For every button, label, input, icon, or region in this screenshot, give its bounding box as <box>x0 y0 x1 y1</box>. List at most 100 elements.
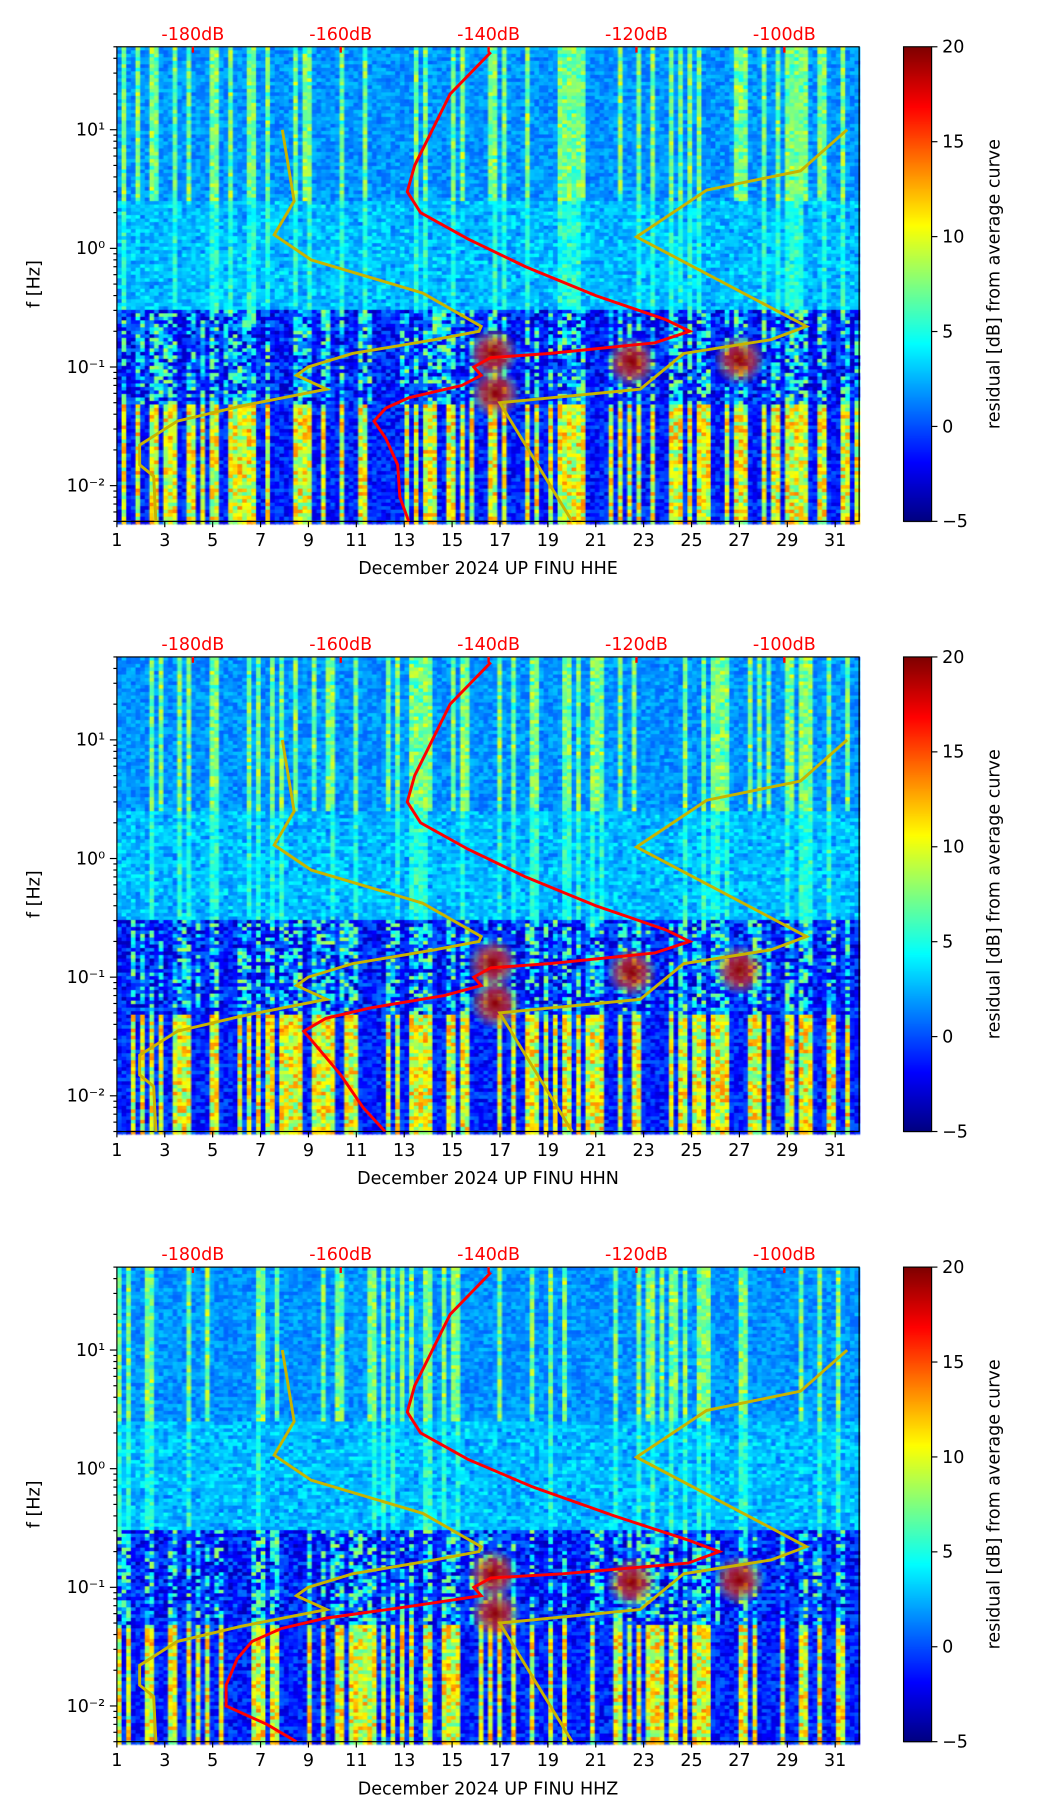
top-tick-label: -100dB <box>753 25 816 45</box>
x-tick-label: 25 <box>680 531 702 551</box>
colorbar-frame <box>902 656 933 1133</box>
x-tick-label: 19 <box>537 1751 559 1771</box>
colorbar-tick-label: 10 <box>942 838 964 858</box>
x-tick-label: 1 <box>111 1141 122 1161</box>
colorbar-tick-label: 5 <box>942 322 953 342</box>
yellow-model-curve <box>138 739 484 1132</box>
x-tick-label: 21 <box>585 1751 607 1771</box>
y-tick-label: 10¹ <box>76 731 105 751</box>
y-tick-label: 10⁻² <box>67 1087 106 1107</box>
x-tick-label: 3 <box>159 1141 170 1161</box>
x-tick-label: 7 <box>255 1751 266 1771</box>
plot-frame <box>116 1266 860 1743</box>
y-tick-label: 10⁰ <box>76 239 105 259</box>
yellow-model-curve <box>497 738 849 1132</box>
y-tick-label: 10¹ <box>76 121 105 141</box>
x-tick-label: 3 <box>159 531 170 551</box>
top-tick-label: -180dB <box>161 635 224 655</box>
top-tick-label: -160dB <box>309 25 372 45</box>
colorbar-tick-label: 5 <box>942 1543 953 1563</box>
red-psd-curve <box>224 1271 724 1742</box>
x-axis-label: December 2024 UP FINU HHZ <box>358 1779 619 1799</box>
colorbar-tick-label: 20 <box>942 1258 964 1278</box>
x-tick-label: 11 <box>345 1141 367 1161</box>
y-tick-label: 10⁻¹ <box>67 358 106 378</box>
x-tick-label: 21 <box>585 531 607 551</box>
colorbar-tick-label: 15 <box>942 743 964 763</box>
x-tick-label: 1 <box>111 531 122 551</box>
panel-1: 1 3 5 7 9 11 13 15 17 19 21 23 25 27 29 3110⁻²10⁻¹10⁰10… <box>25 25 1005 579</box>
x-tick-label: 31 <box>824 531 846 551</box>
top-tick-label: -120dB <box>605 1245 668 1265</box>
x-tick-label: 17 <box>489 1751 511 1771</box>
x-tick-label: 27 <box>728 1141 750 1161</box>
colorbar-tick-label: 15 <box>942 1353 964 1373</box>
top-tick-label: -120dB <box>605 635 668 655</box>
panel-2: 1 3 5 7 9 11 13 15 17 19 21 23 25 27 29 3110⁻²10⁻¹10⁰10… <box>25 635 1005 1189</box>
x-tick-label: 17 <box>489 531 511 551</box>
x-tick-label: 15 <box>441 531 463 551</box>
x-tick-label: 15 <box>441 1751 463 1771</box>
colorbar-tick-label: 10 <box>942 227 964 247</box>
x-tick-label: 1 <box>111 1751 122 1771</box>
x-tick-label: 25 <box>680 1141 702 1161</box>
x-tick-label: 27 <box>728 1751 750 1771</box>
yellow-model-curve <box>497 128 849 522</box>
x-tick-label: 13 <box>393 531 415 551</box>
top-tick-label: -180dB <box>161 1245 224 1265</box>
x-tick-label: 25 <box>680 1751 702 1771</box>
colorbar-tick-label: 0 <box>942 417 953 437</box>
x-tick-label: 29 <box>776 1141 798 1161</box>
plot-frame <box>116 46 860 522</box>
colorbar-tick-label: −5 <box>942 1122 968 1142</box>
colorbar-tick-label: 20 <box>942 38 964 58</box>
yellow-model-curve <box>138 129 484 522</box>
colorbar-frame <box>902 46 933 522</box>
top-tick-label: -140dB <box>457 635 520 655</box>
x-tick-label: 23 <box>632 531 654 551</box>
top-tick-label: -160dB <box>309 1245 372 1265</box>
y-axis-label: f [Hz] <box>25 1481 45 1529</box>
x-tick-label: 11 <box>345 531 367 551</box>
x-tick-label: 9 <box>303 1751 314 1771</box>
x-tick-label: 31 <box>824 1141 846 1161</box>
red-psd-curve <box>301 661 694 1132</box>
x-axis-label: December 2024 UP FINU HHE <box>358 559 618 579</box>
plot-frame <box>116 656 860 1133</box>
y-axis-label: f [Hz] <box>25 260 45 308</box>
panel-3: 1 3 5 7 9 11 13 15 17 19 21 23 25 27 29 3110⁻²10⁻¹10⁰10… <box>25 1245 1005 1799</box>
x-tick-label: 29 <box>776 1751 798 1771</box>
x-tick-label: 13 <box>393 1751 415 1771</box>
x-tick-label: 9 <box>303 1141 314 1161</box>
x-tick-label: 15 <box>441 1141 463 1161</box>
colorbar-tick-label: 20 <box>942 648 964 668</box>
x-tick-label: 13 <box>393 1141 415 1161</box>
x-tick-label: 9 <box>303 531 314 551</box>
x-tick-label: 31 <box>824 1751 846 1771</box>
x-tick-label: 11 <box>345 1751 367 1771</box>
colorbar-label: residual [dB] from average curve <box>984 139 1004 429</box>
x-tick-label: 5 <box>207 1751 218 1771</box>
x-tick-label: 19 <box>537 531 559 551</box>
y-tick-label: 10⁰ <box>76 849 105 869</box>
top-tick-label: -160dB <box>309 635 372 655</box>
x-tick-label: 5 <box>207 1141 218 1161</box>
yellow-model-curve <box>497 1348 849 1742</box>
y-tick-label: 10⁻² <box>67 1697 106 1717</box>
x-tick-label: 7 <box>255 1141 266 1161</box>
colorbar-frame <box>902 1266 933 1743</box>
x-tick-label: 7 <box>255 531 266 551</box>
x-tick-label: 21 <box>585 1141 607 1161</box>
colorbar-tick-label: 0 <box>942 1027 953 1047</box>
x-tick-label: 5 <box>207 531 218 551</box>
top-tick-label: -100dB <box>753 635 816 655</box>
colorbar-tick-label: −5 <box>942 1733 968 1753</box>
colorbar-tick-label: 5 <box>942 933 953 953</box>
x-tick-label: 23 <box>632 1751 654 1771</box>
top-tick-label: -120dB <box>605 25 668 45</box>
y-tick-label: 10⁻² <box>67 476 106 496</box>
colorbar-tick-label: 0 <box>942 1638 953 1658</box>
